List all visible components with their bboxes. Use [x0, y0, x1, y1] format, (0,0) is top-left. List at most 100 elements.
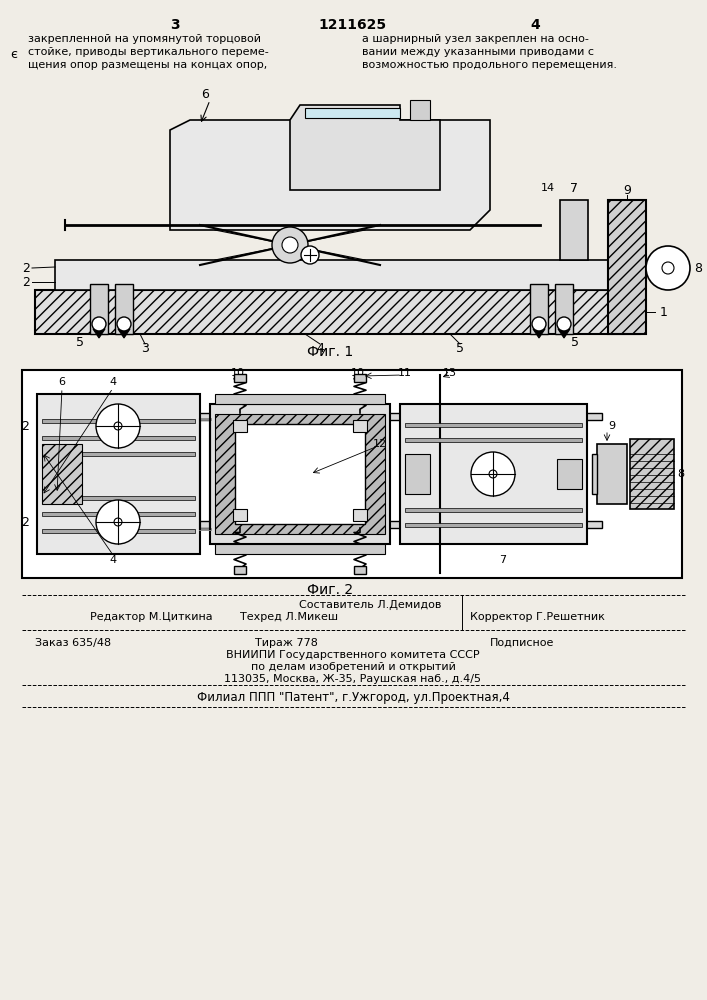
Text: Фиг. 2: Фиг. 2	[307, 583, 353, 597]
Bar	[597, 444, 627, 504]
Polygon shape	[290, 105, 440, 190]
Text: 1: 1	[660, 306, 668, 318]
Text: 113035, Москва, Ж-35, Раушская наб., д.4/5: 113035, Москва, Ж-35, Раушская наб., д.4…	[225, 674, 481, 684]
Polygon shape	[410, 100, 430, 120]
Circle shape	[301, 246, 319, 264]
Text: стойке, приводы вертикального переме-: стойке, приводы вертикального переме-	[28, 47, 269, 57]
Text: 9: 9	[623, 184, 631, 196]
Bar	[405, 508, 582, 512]
Bar	[235, 424, 365, 524]
Polygon shape	[558, 329, 570, 338]
Bar	[42, 419, 195, 423]
Bar	[608, 200, 646, 334]
Bar	[234, 566, 246, 574]
Text: Заказ 635/48: Заказ 635/48	[35, 638, 111, 648]
Bar	[555, 284, 573, 334]
Text: 8: 8	[677, 469, 684, 479]
Text: 4: 4	[110, 377, 117, 387]
Text: 3: 3	[141, 342, 149, 356]
Circle shape	[96, 404, 140, 448]
Text: 9: 9	[609, 421, 616, 431]
Bar	[353, 509, 367, 521]
Polygon shape	[118, 329, 130, 338]
Bar	[592, 454, 597, 494]
Bar	[90, 284, 108, 334]
Bar	[405, 423, 582, 427]
Text: 10: 10	[351, 368, 365, 378]
Bar	[305, 108, 400, 118]
Bar	[405, 454, 430, 494]
Text: 10: 10	[231, 368, 245, 378]
Circle shape	[96, 500, 140, 544]
Text: 1211625: 1211625	[319, 18, 387, 32]
Text: 6: 6	[59, 377, 66, 387]
Bar	[210, 404, 390, 544]
Bar	[42, 521, 602, 528]
Bar	[42, 512, 195, 516]
Bar	[557, 459, 582, 489]
Text: 7: 7	[499, 555, 506, 565]
Text: 6: 6	[201, 89, 209, 102]
Text: 5: 5	[571, 336, 579, 349]
Bar	[215, 414, 385, 534]
Text: а шарнирный узел закреплен на осно-: а шарнирный узел закреплен на осно-	[362, 34, 589, 44]
Polygon shape	[533, 329, 545, 338]
Circle shape	[646, 246, 690, 290]
Bar	[42, 529, 195, 533]
Circle shape	[471, 452, 515, 496]
Circle shape	[92, 317, 106, 331]
Bar	[22, 370, 682, 578]
Text: 5: 5	[456, 342, 464, 356]
Circle shape	[272, 227, 308, 263]
Circle shape	[282, 237, 298, 253]
Bar	[215, 544, 385, 554]
Text: 2: 2	[22, 261, 30, 274]
Circle shape	[662, 262, 674, 274]
Text: Корректор Г.Решетник: Корректор Г.Решетник	[470, 612, 605, 622]
Text: 4: 4	[530, 18, 540, 32]
Text: 7: 7	[570, 182, 578, 194]
Bar	[353, 420, 367, 432]
Text: 11: 11	[398, 368, 412, 378]
Circle shape	[489, 470, 497, 478]
Bar	[115, 284, 133, 334]
Text: Подписное: Подписное	[490, 638, 554, 648]
Polygon shape	[170, 120, 490, 230]
Text: 2: 2	[21, 516, 29, 528]
Bar	[42, 444, 82, 504]
Text: 13: 13	[443, 368, 457, 378]
Bar	[37, 394, 200, 554]
Text: 5: 5	[76, 336, 84, 349]
Text: ВНИИПИ Государственного комитета СССР: ВНИИПИ Государственного комитета СССР	[226, 650, 480, 660]
Bar	[215, 394, 385, 404]
Bar	[42, 436, 195, 440]
Circle shape	[557, 317, 571, 331]
Text: щения опор размещены на концах опор,: щения опор размещены на концах опор,	[28, 60, 267, 70]
Text: Техред Л.Микеш: Техред Л.Микеш	[240, 612, 338, 622]
Text: Фиг. 1: Фиг. 1	[307, 345, 353, 359]
Polygon shape	[93, 329, 105, 338]
Text: 2: 2	[21, 420, 29, 432]
Text: Редактор М.Циткина: Редактор М.Циткина	[90, 612, 213, 622]
Text: Филиал ППП "Патент", г.Ужгород, ул.Проектная,4: Филиал ППП "Патент", г.Ужгород, ул.Проек…	[197, 690, 510, 704]
Bar	[233, 509, 247, 521]
Text: вании между указанными приводами с: вании между указанными приводами с	[362, 47, 594, 57]
Text: Тираж 778: Тираж 778	[255, 638, 318, 648]
Text: возможностью продольного перемещения.: возможностью продольного перемещения.	[362, 60, 617, 70]
Text: є: є	[10, 47, 17, 60]
Text: 14: 14	[541, 183, 555, 193]
Bar	[42, 452, 195, 456]
Circle shape	[114, 422, 122, 430]
Text: 2: 2	[22, 275, 30, 288]
Bar	[405, 523, 582, 527]
Bar	[233, 420, 247, 432]
Text: 3: 3	[170, 18, 180, 32]
Bar	[405, 438, 582, 442]
Text: 4: 4	[316, 342, 324, 356]
Text: по делам изобретений и открытий: по делам изобретений и открытий	[250, 662, 455, 672]
Text: Составитель Л.Демидов: Составитель Л.Демидов	[299, 600, 441, 610]
Circle shape	[532, 317, 546, 331]
Bar	[55, 260, 620, 290]
Bar	[354, 566, 366, 574]
Bar	[560, 200, 588, 260]
